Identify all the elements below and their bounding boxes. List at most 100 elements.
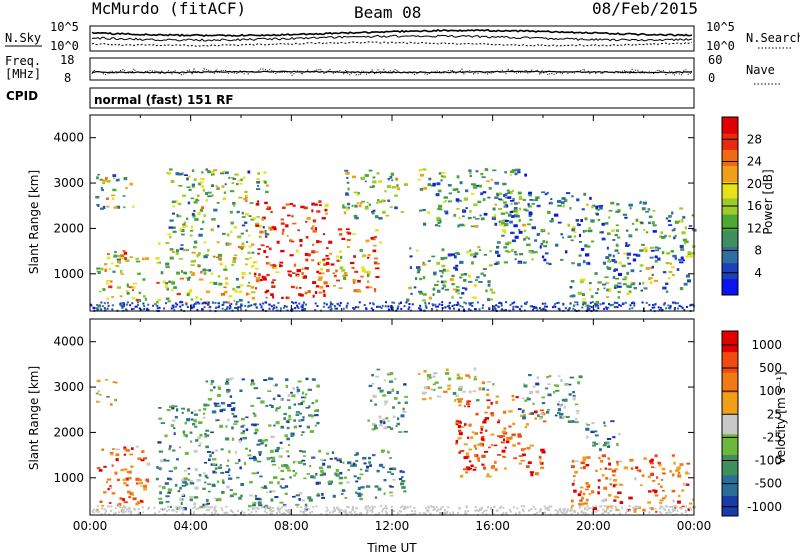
heatmap-cell (630, 467, 634, 470)
heatmap-cell (206, 451, 211, 453)
heatmap-cell (205, 199, 208, 202)
heatmap-cell (371, 509, 373, 512)
heatmap-cell (322, 472, 326, 476)
heatmap-cell (557, 301, 560, 304)
heatmap-cell (279, 501, 284, 504)
heatmap-cell (237, 235, 242, 239)
heatmap-cell (342, 204, 345, 207)
heatmap-cell (307, 290, 311, 293)
heatmap-cell (501, 308, 504, 311)
heatmap-cell (403, 383, 407, 386)
heatmap-cell (175, 172, 180, 176)
heatmap-cell (640, 289, 643, 292)
heatmap-cell (303, 206, 308, 210)
heatmap-cell (263, 277, 267, 281)
heatmap-cell (455, 268, 459, 271)
heatmap-cell (369, 302, 372, 305)
heatmap-cell (360, 486, 365, 489)
heatmap-cell (587, 507, 590, 510)
heatmap-cell (228, 468, 231, 472)
heatmap-cell (534, 508, 537, 511)
heatmap-cell (273, 306, 275, 309)
heatmap-cell (514, 251, 517, 254)
heatmap-cell (325, 285, 330, 288)
heatmap-cell (214, 467, 218, 470)
heatmap-cell (423, 222, 427, 226)
heatmap-cell (612, 239, 616, 241)
heatmap-cell (194, 410, 197, 412)
heatmap-cell (643, 229, 646, 231)
heatmap-cell (489, 298, 493, 301)
heatmap-cell (158, 510, 161, 513)
heatmap-cell (665, 307, 668, 310)
heatmap-cell (302, 416, 305, 419)
heatmap-cell (466, 467, 471, 471)
heatmap-cell (118, 502, 122, 506)
heatmap-cell (214, 301, 217, 304)
heatmap-cell (438, 172, 442, 175)
noise-panel: N.Sky 10^5 10^0 10^5 10^0 N.Search (5, 20, 800, 53)
heatmap-cell (169, 236, 172, 239)
heatmap-cell (229, 304, 231, 307)
heatmap-cell (112, 270, 116, 273)
heatmap-cell (270, 512, 273, 515)
heatmap-cell (608, 253, 612, 257)
heatmap-cell (648, 490, 652, 493)
heatmap-cell (318, 449, 322, 453)
heatmap-cell (466, 403, 471, 405)
heatmap-cell (175, 510, 178, 513)
heatmap-cell (106, 180, 111, 183)
heatmap-cell (318, 204, 322, 207)
heatmap-cell (287, 393, 291, 397)
heatmap-cell (362, 457, 367, 460)
heatmap-cell (95, 510, 98, 513)
heatmap-cell (322, 233, 326, 236)
heatmap-cell (400, 307, 403, 310)
heatmap-cell (379, 423, 383, 427)
heatmap-cell (217, 385, 221, 388)
heatmap-cell (411, 303, 414, 306)
heatmap-cell (668, 214, 672, 218)
heatmap-cell (284, 505, 287, 508)
heatmap-cell (470, 464, 474, 468)
heatmap-cell (546, 191, 549, 194)
heatmap-cell (470, 436, 474, 439)
heatmap-cell (490, 444, 494, 446)
heatmap-cell (380, 307, 383, 310)
heatmap-cell (626, 285, 630, 288)
x-tick-label: 16:00 (475, 519, 510, 533)
heatmap-cell (510, 249, 514, 252)
heatmap-cell (205, 380, 209, 383)
heatmap-cell (508, 410, 513, 413)
heatmap-cell (168, 280, 171, 284)
heatmap-cell (607, 512, 610, 515)
heatmap-cell (532, 505, 535, 508)
heatmap-cell (243, 511, 246, 514)
heatmap-cell (188, 188, 192, 191)
heatmap-cell (312, 230, 317, 233)
colorbar-tick-label: 4 (754, 266, 762, 280)
heatmap-cell (562, 236, 565, 239)
heatmap-cell (584, 244, 588, 248)
heatmap-cell (441, 264, 446, 268)
heatmap-cell (263, 485, 267, 488)
heatmap-cell (665, 262, 670, 265)
heatmap-cell (514, 253, 519, 256)
heatmap-cell (534, 306, 537, 309)
heatmap-cell (203, 255, 208, 259)
heatmap-cell (341, 489, 346, 492)
heatmap-cell (531, 305, 533, 308)
heatmap-cell (244, 190, 248, 194)
heatmap-cell (383, 421, 386, 425)
heatmap-cell (186, 217, 189, 220)
heatmap-cell (575, 421, 579, 424)
heatmap-cell (403, 430, 408, 433)
heatmap-cell (657, 247, 661, 250)
heatmap-cell (680, 256, 684, 260)
heatmap-cell (309, 465, 312, 468)
heatmap-cell (615, 305, 617, 308)
heatmap-cell (296, 506, 299, 508)
heatmap-cell (540, 448, 545, 452)
heatmap-cell (226, 233, 230, 237)
